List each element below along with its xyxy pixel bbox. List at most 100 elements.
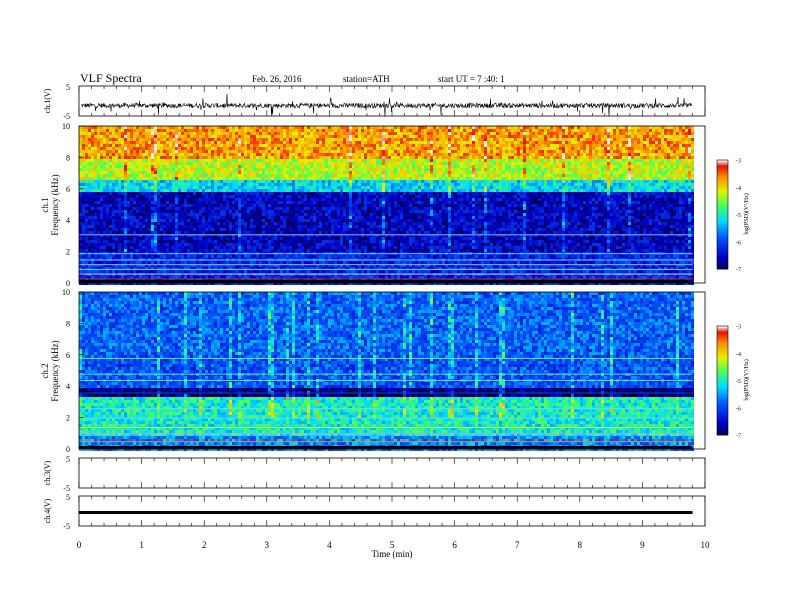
spectrogram-cell <box>124 228 127 231</box>
spectrogram-cell <box>112 189 115 192</box>
spectrogram-cell <box>88 150 91 153</box>
spectrogram-cell <box>127 270 130 273</box>
spectrogram-cell <box>82 174 85 177</box>
spectrogram-cell <box>274 168 277 171</box>
spectrogram-cell <box>283 150 286 153</box>
spectrogram-cell <box>133 159 136 162</box>
spectrogram-cell <box>172 153 175 156</box>
spectrogram-cell <box>163 261 166 264</box>
spectrogram-cell <box>331 210 334 213</box>
spectrogram-cell <box>118 255 121 258</box>
spectrogram-cell <box>304 150 307 153</box>
spectrogram-cell <box>301 246 304 249</box>
spectrogram-cell <box>160 129 163 132</box>
spectrogram-cell <box>277 159 280 162</box>
spectrogram-cell <box>196 240 199 243</box>
spectrogram-cell <box>328 159 331 162</box>
spectrogram-cell <box>82 213 85 216</box>
spectrogram-cell <box>247 168 250 171</box>
spectrogram-cell <box>268 126 271 129</box>
spectrogram-cell <box>289 180 292 183</box>
spectrogram-cell <box>268 213 271 216</box>
spectrogram-cell <box>100 168 103 171</box>
spectrogram-cell <box>217 198 220 201</box>
spectrogram-cell <box>253 165 256 168</box>
spectrogram-cell <box>250 240 253 243</box>
spectrogram-cell <box>322 249 325 252</box>
spectrogram-cell <box>286 168 289 171</box>
spectrogram-cell <box>196 216 199 219</box>
spectrogram-cell <box>115 207 118 210</box>
spectrogram-cell <box>217 216 220 219</box>
spectrogram-cell <box>229 141 232 144</box>
spectrogram-cell <box>199 177 202 180</box>
spectrogram-cell <box>241 270 244 273</box>
spectrogram-cell <box>205 192 208 195</box>
spectrogram-cell <box>202 261 205 264</box>
spectrogram-cell <box>211 135 214 138</box>
spectrogram-cell <box>286 198 289 201</box>
spectrogram-cell <box>196 174 199 177</box>
spectrogram-cell <box>283 144 286 147</box>
spectrogram-cell <box>124 192 127 195</box>
spectrogram-cell <box>79 207 82 210</box>
spectrogram-cell <box>274 153 277 156</box>
spectrogram-cell <box>79 213 82 216</box>
spectrogram-cell <box>235 189 238 192</box>
spectrogram-cell <box>91 210 94 213</box>
spectrogram-cell <box>169 261 172 264</box>
spectrogram-cell <box>217 225 220 228</box>
spectrogram-cell <box>94 129 97 132</box>
spectrogram-cell <box>280 213 283 216</box>
spectrogram-cell <box>79 162 82 165</box>
spectrogram-cell <box>91 255 94 258</box>
spectrogram-cell <box>109 153 112 156</box>
spectrogram-cell <box>241 144 244 147</box>
spectrogram-cell <box>214 222 217 225</box>
spectrogram-cell <box>304 132 307 135</box>
spectrogram-cell <box>163 249 166 252</box>
spectrogram-cell <box>193 201 196 204</box>
spectrogram-cell <box>283 189 286 192</box>
spectrogram-cell <box>325 255 328 258</box>
spectrogram-cell <box>214 177 217 180</box>
spectrogram-cell <box>151 195 154 198</box>
spectrogram-cell <box>313 243 316 246</box>
spectrogram-cell <box>124 138 127 141</box>
spectrogram-cell <box>277 129 280 132</box>
spectrogram-cell <box>205 228 208 231</box>
spectrogram-cell <box>205 126 208 129</box>
spectrogram-cell <box>127 213 130 216</box>
spectrogram-cell <box>226 177 229 180</box>
spectrogram-cell <box>97 231 100 234</box>
spectrogram-cell <box>220 147 223 150</box>
spectrogram-cell <box>259 168 262 171</box>
spectrogram-cell <box>319 204 322 207</box>
spectrogram-cell <box>130 159 133 162</box>
spectrogram-cell <box>175 255 178 258</box>
spectrogram-cell <box>139 192 142 195</box>
spectrogram-cell <box>283 198 286 201</box>
spectrogram-cell <box>217 255 220 258</box>
spectrogram-cell <box>79 228 82 231</box>
spectrogram-cell <box>289 216 292 219</box>
spectrogram-cell <box>97 219 100 222</box>
spectrogram-cell <box>319 162 322 165</box>
spectrogram-cell <box>286 180 289 183</box>
spectrogram-cell <box>148 237 151 240</box>
spectrogram-cell <box>328 240 331 243</box>
spectrogram-cell <box>265 192 268 195</box>
spectrogram-cell <box>178 201 181 204</box>
spectrogram-cell <box>133 183 136 186</box>
spectrogram-cell <box>280 222 283 225</box>
spectrogram-cell <box>130 207 133 210</box>
spectrogram-cell <box>82 231 85 234</box>
spectrogram-cell <box>190 186 193 189</box>
spectrogram-cell <box>295 207 298 210</box>
spectrogram-cell <box>208 150 211 153</box>
spectrogram-cell <box>307 204 310 207</box>
spectrogram-cell <box>268 255 271 258</box>
spectrogram-cell <box>163 216 166 219</box>
spectrogram-cell <box>289 192 292 195</box>
spectrogram-cell <box>217 159 220 162</box>
